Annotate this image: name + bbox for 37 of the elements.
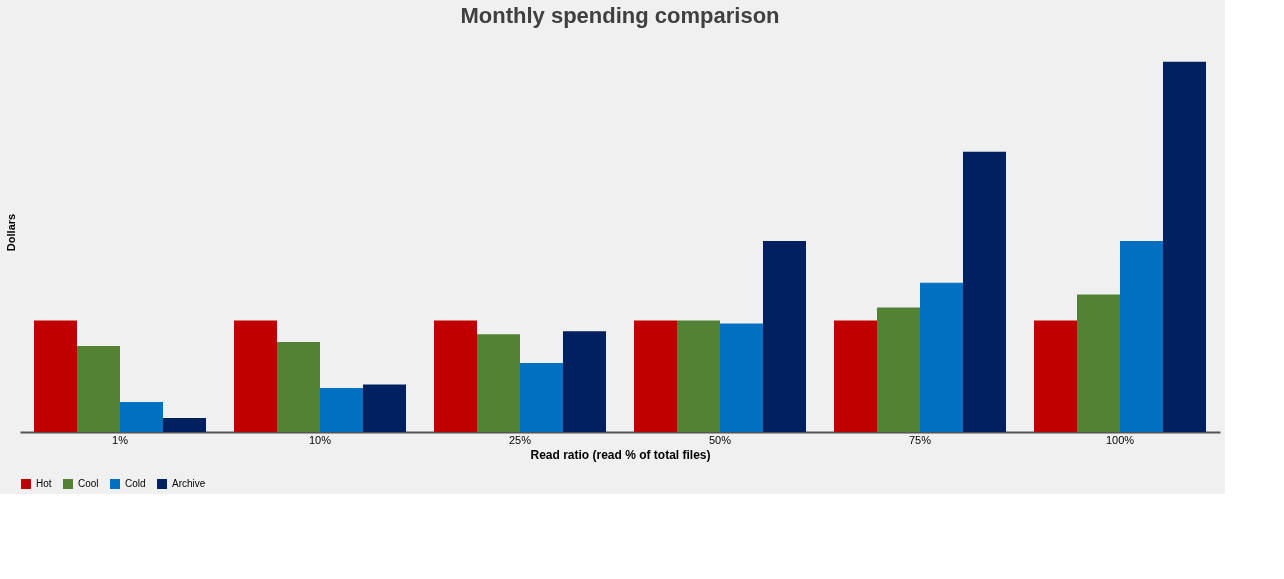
x-tick-label: 1%: [112, 433, 129, 446]
x-tick-label: 50%: [708, 433, 732, 446]
bar: [1034, 320, 1077, 432]
bar: [634, 320, 677, 432]
bar: [277, 342, 320, 432]
bar: [234, 320, 277, 432]
x-tick-label: 75%: [908, 433, 932, 446]
x-tick-label: 100%: [1105, 433, 1135, 446]
bar: [563, 331, 606, 432]
legend-label: Hot: [36, 478, 52, 489]
bar: [1120, 240, 1163, 432]
x-tick-label: 10%: [308, 433, 332, 446]
bar: [320, 387, 363, 432]
y-axis-title: Dollars: [4, 213, 17, 252]
bar: [763, 240, 806, 432]
x-tick-label: 25%: [508, 433, 532, 446]
bar: [363, 384, 406, 432]
bar: [677, 320, 720, 432]
bar: [163, 417, 206, 432]
bar: [477, 334, 520, 432]
x-axis-title: Read ratio (read % of total files): [530, 447, 711, 462]
bar: [963, 151, 1006, 432]
bar: [77, 346, 120, 432]
bar: [834, 320, 877, 432]
bar: [877, 307, 920, 432]
legend-label: Cold: [125, 478, 146, 489]
bar: [520, 363, 563, 432]
chart-title: Monthly spending comparison: [460, 3, 780, 28]
legend-label: Archive: [172, 478, 206, 489]
bar: [120, 402, 163, 432]
bar: [34, 320, 77, 432]
bar: [434, 320, 477, 432]
bar: [720, 323, 763, 432]
bar: [1163, 61, 1206, 432]
bar: [1077, 294, 1120, 432]
legend-label: Cool: [78, 478, 99, 489]
bar: [920, 282, 963, 432]
